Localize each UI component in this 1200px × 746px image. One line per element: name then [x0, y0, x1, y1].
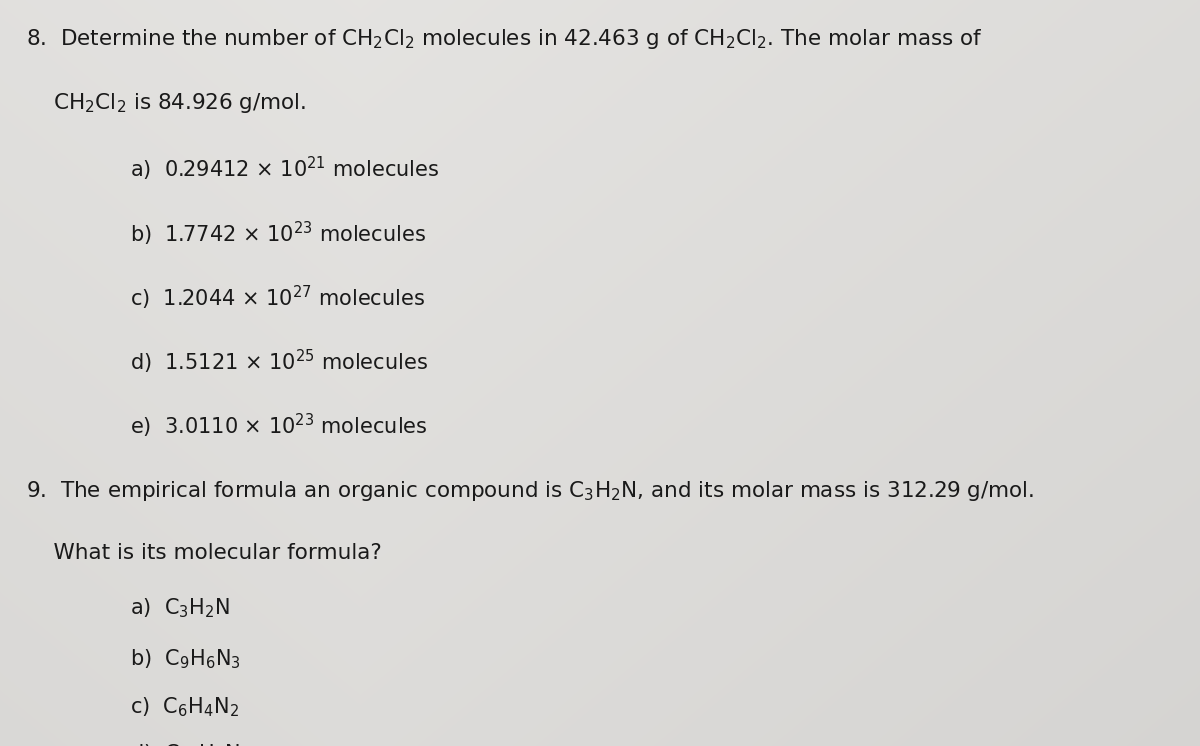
Text: b)  C$_9$H$_6$N$_3$: b) C$_9$H$_6$N$_3$ — [130, 648, 240, 671]
Text: d)  1.5121 $\times$ 10$^{25}$ molecules: d) 1.5121 $\times$ 10$^{25}$ molecules — [130, 348, 427, 376]
Text: 8.  Determine the number of CH$_2$Cl$_2$ molecules in 42.463 g of CH$_2$Cl$_2$. : 8. Determine the number of CH$_2$Cl$_2$ … — [26, 27, 983, 51]
Text: 9.  The empirical formula an organic compound is C$_3$H$_2$N, and its molar mass: 9. The empirical formula an organic comp… — [26, 479, 1034, 503]
Text: c)  1.2044 $\times$ 10$^{27}$ molecules: c) 1.2044 $\times$ 10$^{27}$ molecules — [130, 283, 425, 312]
Text: e)  3.0110 $\times$ 10$^{23}$ molecules: e) 3.0110 $\times$ 10$^{23}$ molecules — [130, 412, 427, 440]
Text: c)  C$_6$H$_4$N$_2$: c) C$_6$H$_4$N$_2$ — [130, 695, 239, 719]
Text: a)  0.29412 $\times$ 10$^{21}$ molecules: a) 0.29412 $\times$ 10$^{21}$ molecules — [130, 155, 439, 184]
Text: a)  C$_3$H$_2$N: a) C$_3$H$_2$N — [130, 597, 229, 621]
Text: What is its molecular formula?: What is its molecular formula? — [26, 543, 382, 563]
Text: d)  C$_{12}$H$_8$N$_4$: d) C$_{12}$H$_8$N$_4$ — [130, 742, 251, 746]
Text: b)  1.7742 $\times$ 10$^{23}$ molecules: b) 1.7742 $\times$ 10$^{23}$ molecules — [130, 219, 426, 248]
Text: CH$_2$Cl$_2$ is 84.926 g/mol.: CH$_2$Cl$_2$ is 84.926 g/mol. — [26, 91, 307, 115]
